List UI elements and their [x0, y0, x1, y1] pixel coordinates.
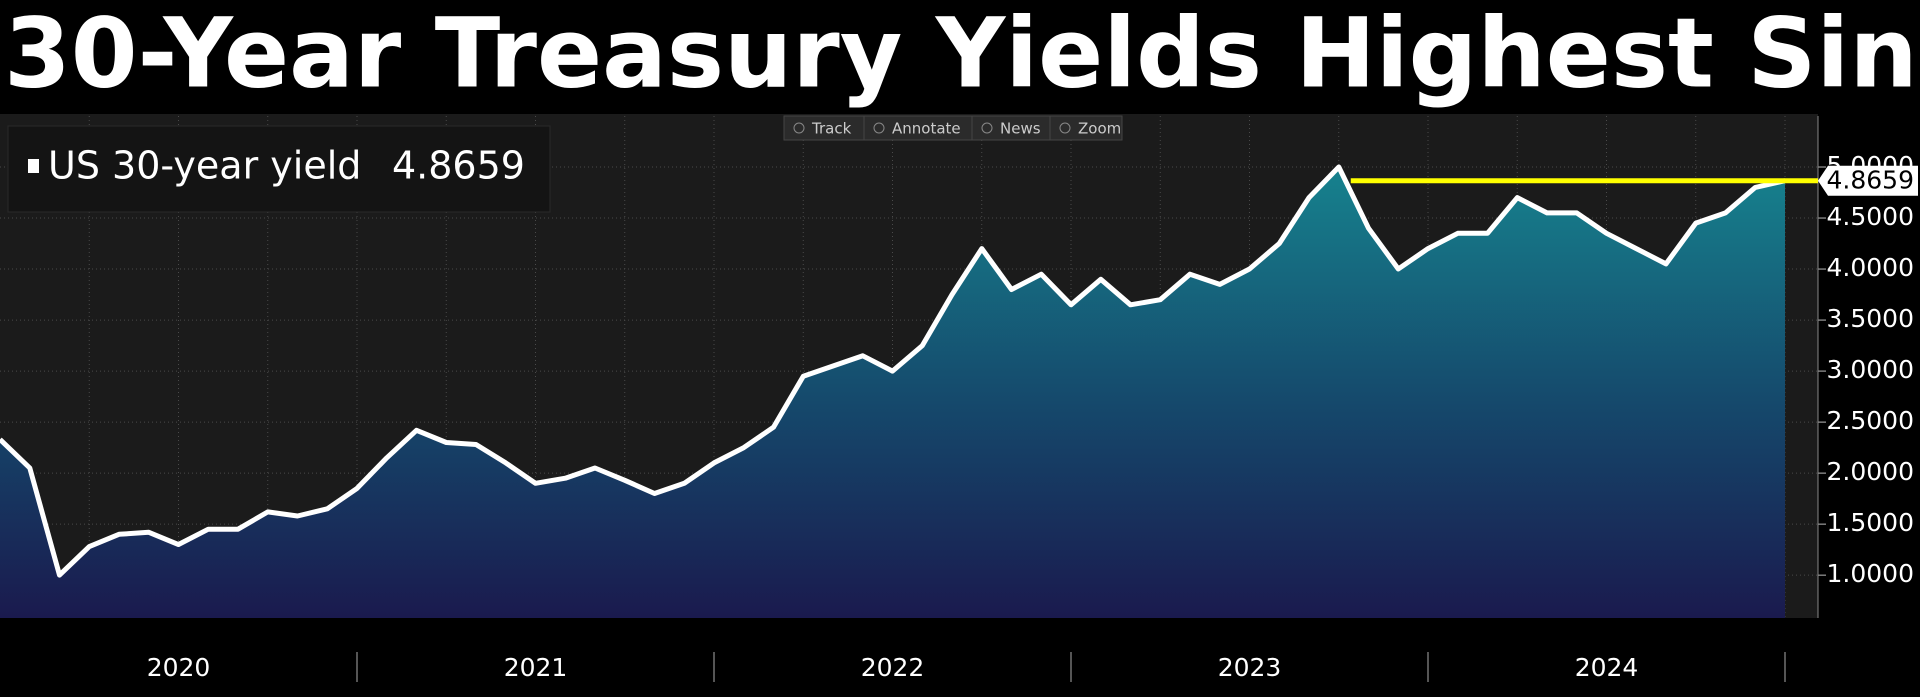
toolbar-label[interactable]: News [1000, 120, 1041, 138]
y-tick-label: 1.0000 [1827, 559, 1914, 588]
toolbar-icon[interactable] [873, 122, 885, 134]
chart-title: 30-Year Treasury Yields Highest Since '2 [4, 0, 1920, 109]
toolbar-icon[interactable] [981, 122, 993, 134]
y-tick-label: 4.0000 [1827, 253, 1914, 282]
toolbar-label[interactable]: Zoom [1078, 120, 1121, 138]
toolbar-button[interactable] [971, 115, 1051, 141]
toolbar-label[interactable]: Track [811, 120, 852, 138]
toolbar-button[interactable] [1049, 115, 1123, 141]
legend-swatch [28, 159, 39, 173]
x-axis-band [0, 618, 1920, 693]
toolbar-button[interactable] [783, 115, 865, 141]
y-tick-label: 1.5000 [1827, 508, 1914, 537]
value-flag-label: 4.8659 [1827, 166, 1914, 195]
value-flag [1818, 165, 1918, 196]
axis-area [1818, 114, 1920, 618]
legend-box [7, 125, 551, 213]
x-tick-label: 2024 [1575, 653, 1639, 682]
x-tick-label: 2020 [147, 653, 211, 682]
legend-label: US 30-year yield [48, 144, 361, 188]
title-bar [0, 0, 1920, 112]
line [0, 164, 1786, 578]
x-tick-label: 2022 [861, 653, 925, 682]
toolbar-icon[interactable] [793, 122, 805, 134]
toolbar-button[interactable] [863, 115, 973, 141]
legend-value: 4.8659 [392, 144, 525, 188]
toolbar-icon[interactable] [1059, 122, 1071, 134]
y-tick-label: 2.5000 [1827, 406, 1914, 435]
y-tick-label: 2.0000 [1827, 457, 1914, 486]
x-tick-label: 2023 [1218, 653, 1282, 682]
toolbar-label[interactable]: Annotate [892, 120, 961, 138]
y-tick-label: 4.5000 [1827, 202, 1914, 231]
y-tick-label: 3.5000 [1827, 304, 1914, 333]
y-tick-label: 3.0000 [1827, 355, 1914, 384]
area-fill [0, 167, 1785, 618]
x-tick-label: 2021 [504, 653, 568, 682]
